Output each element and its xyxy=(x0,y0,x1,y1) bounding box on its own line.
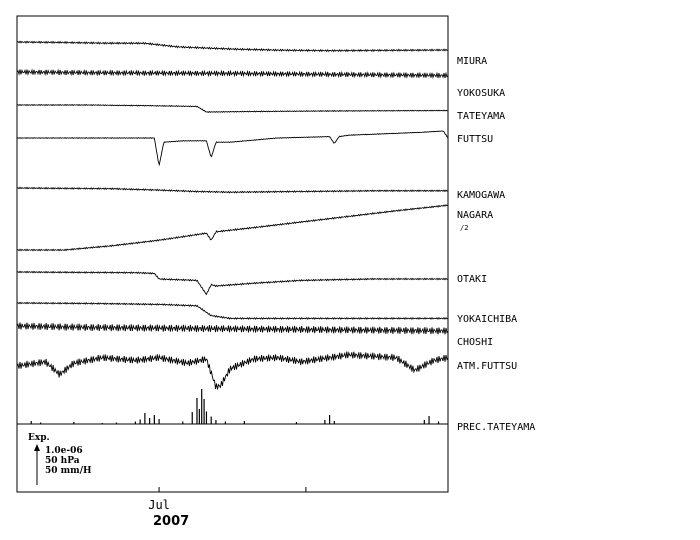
label-tateyama: TATEYAMA xyxy=(457,111,505,122)
label-yokaichiba: YOKAICHIBA xyxy=(457,314,517,325)
label-kamogawa: KAMOGAWA xyxy=(457,190,505,201)
trace-choshi xyxy=(16,322,449,335)
scale-line-precip: 50 mm/H xyxy=(45,466,92,476)
scale-legend: Exp. 1.0e-06 50 hPa 50 mm/H xyxy=(28,433,92,485)
trace-tateyama xyxy=(16,104,449,113)
label-prec-tateyama: PREC.TATEYAMA xyxy=(457,422,535,433)
year-label: 2007 xyxy=(153,514,189,529)
trace-nagara xyxy=(16,204,449,252)
trace-yokosuka xyxy=(16,68,449,80)
label-miura: MIURA xyxy=(457,56,487,67)
scale-line-pressure: 50 hPa xyxy=(45,456,80,466)
trace-futtsu xyxy=(16,130,449,167)
label-note-nagara: /2 xyxy=(460,224,468,232)
label-nagara: NAGARA xyxy=(457,210,493,221)
scale-header: Exp. xyxy=(28,433,50,443)
trace-kamogawa xyxy=(16,186,449,194)
trace-miura xyxy=(16,40,449,53)
label-choshi: CHOSHI xyxy=(457,337,493,348)
label-futtsu: FUTTSU xyxy=(457,134,493,145)
plot-frame xyxy=(16,15,449,493)
trace-otaki xyxy=(16,270,449,296)
trace-atm-futtsu xyxy=(16,351,449,390)
scale-arrow-head xyxy=(34,444,40,451)
x-axis: Jul xyxy=(148,487,307,512)
traces-group xyxy=(16,40,449,424)
label-otaki: OTAKI xyxy=(457,274,487,285)
label-yokosuka: YOKOSUKA xyxy=(457,88,505,99)
label-atm-futtsu: ATM.FUTTSU xyxy=(457,361,517,372)
scale-line-strain: 1.0e-06 xyxy=(45,446,83,456)
trace-yokaichiba xyxy=(16,301,449,320)
x-tick-label-0: Jul xyxy=(148,498,170,512)
station-labels: MIURA YOKOSUKA TATEYAMA FUTTSU KAMOGAWA NAGAR… xyxy=(457,56,535,433)
